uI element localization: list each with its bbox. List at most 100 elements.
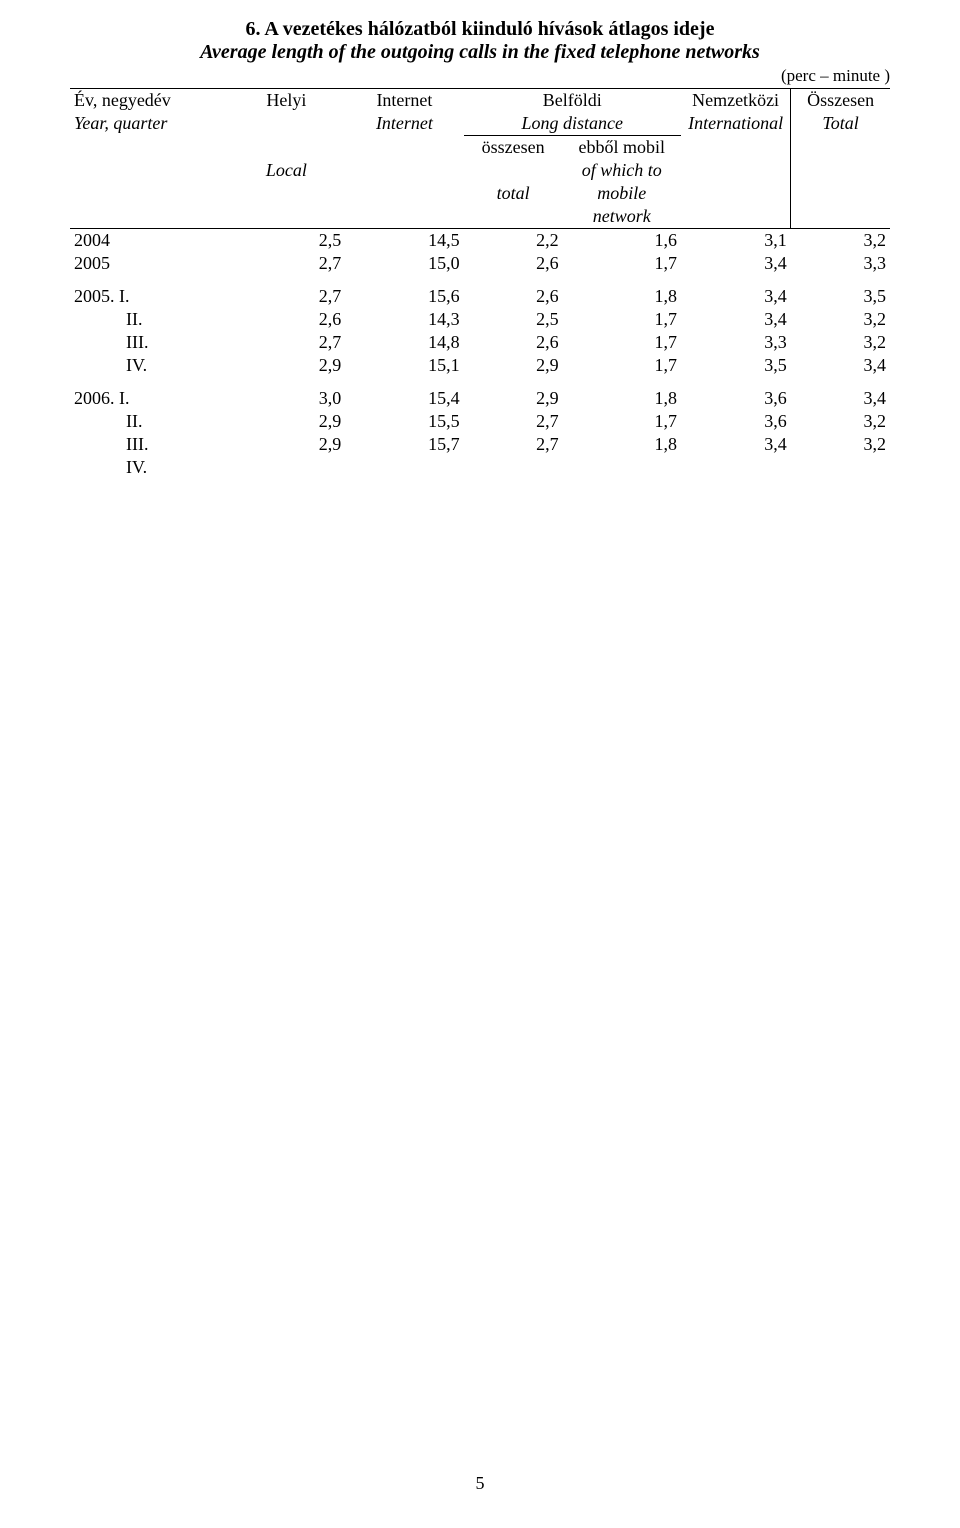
col-header — [464, 159, 563, 182]
table-row: IV. — [70, 456, 890, 479]
cell — [791, 456, 890, 479]
cell: 3,6 — [681, 387, 791, 410]
col-header — [70, 159, 228, 182]
cell: IV. — [70, 456, 228, 479]
cell: 2,9 — [228, 410, 346, 433]
cell: 1,8 — [563, 285, 681, 308]
cell: III. — [70, 433, 228, 456]
cell: 3,5 — [681, 354, 791, 377]
table-title-hu: 6. A vezetékes hálózatból kiinduló hívás… — [70, 18, 890, 41]
cell: 15,0 — [345, 252, 463, 275]
cell: 15,1 — [345, 354, 463, 377]
col-header — [228, 205, 346, 229]
col-header — [681, 182, 791, 205]
col-header — [345, 205, 463, 229]
col-header — [70, 205, 228, 229]
col-header — [791, 182, 890, 205]
col-header: Helyi — [228, 89, 346, 113]
col-header: network — [563, 205, 681, 229]
table-row: III. 2,7 14,8 2,6 1,7 3,3 3,2 — [70, 331, 890, 354]
cell: 2,6 — [464, 252, 563, 275]
col-header: összesen — [464, 136, 563, 160]
cell: 3,3 — [791, 252, 890, 275]
cell: 3,4 — [791, 387, 890, 410]
cell: 3,3 — [681, 331, 791, 354]
cell: 1,7 — [563, 331, 681, 354]
table-row: 2006. I. 3,0 15,4 2,9 1,8 3,6 3,4 — [70, 387, 890, 410]
col-header: total — [464, 182, 563, 205]
cell: 2,6 — [464, 331, 563, 354]
col-header — [464, 205, 563, 229]
table-row: II. 2,9 15,5 2,7 1,7 3,6 3,2 — [70, 410, 890, 433]
col-header — [791, 205, 890, 229]
cell: 15,6 — [345, 285, 463, 308]
cell: II. — [70, 308, 228, 331]
col-header: Internet — [345, 89, 463, 113]
header-row: network — [70, 205, 890, 229]
col-header: International — [681, 112, 791, 136]
cell — [464, 456, 563, 479]
col-header: Nemzetközi — [681, 89, 791, 113]
cell: 1,7 — [563, 410, 681, 433]
col-header — [345, 136, 463, 160]
cell: 3,4 — [681, 252, 791, 275]
cell: II. — [70, 410, 228, 433]
col-header: Total — [791, 112, 890, 136]
col-header — [791, 159, 890, 182]
col-header — [681, 136, 791, 160]
cell: IV. — [70, 354, 228, 377]
header-row: Local of which to — [70, 159, 890, 182]
col-header: Belföldi — [464, 89, 681, 113]
cell: 3,2 — [791, 308, 890, 331]
cell: 1,8 — [563, 433, 681, 456]
col-header: Internet — [345, 112, 463, 136]
header-row: Year, quarter Internet Long distance Int… — [70, 112, 890, 136]
table-row: 2005 2,7 15,0 2,6 1,7 3,4 3,3 — [70, 252, 890, 275]
col-header — [345, 159, 463, 182]
cell: 15,4 — [345, 387, 463, 410]
table-row: II. 2,6 14,3 2,5 1,7 3,4 3,2 — [70, 308, 890, 331]
col-header: Összesen — [791, 89, 890, 113]
cell: 2,7 — [228, 252, 346, 275]
header-row: total mobile — [70, 182, 890, 205]
table-row: 2004 2,5 14,5 2,2 1,6 3,1 3,2 — [70, 229, 890, 253]
cell — [345, 456, 463, 479]
cell: III. — [70, 331, 228, 354]
cell: 3,1 — [681, 229, 791, 253]
cell: 3,2 — [791, 410, 890, 433]
cell: 3,2 — [791, 331, 890, 354]
cell: 2,5 — [464, 308, 563, 331]
cell: 2,9 — [228, 433, 346, 456]
spacer-row — [70, 275, 890, 285]
col-header — [70, 182, 228, 205]
data-table: Év, negyedév Helyi Internet Belföldi Nem… — [70, 88, 890, 479]
cell: 3,4 — [681, 308, 791, 331]
cell: 2,7 — [228, 331, 346, 354]
cell: 2,9 — [464, 354, 563, 377]
cell: 14,8 — [345, 331, 463, 354]
cell: 2,6 — [464, 285, 563, 308]
cell: 1,8 — [563, 387, 681, 410]
col-header: mobile — [563, 182, 681, 205]
header-row: Év, negyedév Helyi Internet Belföldi Nem… — [70, 89, 890, 113]
cell: 3,2 — [791, 433, 890, 456]
cell: 2004 — [70, 229, 228, 253]
col-header — [228, 112, 346, 136]
col-header: of which to — [563, 159, 681, 182]
col-header — [681, 159, 791, 182]
table-row: IV. 2,9 15,1 2,9 1,7 3,5 3,4 — [70, 354, 890, 377]
cell: 14,5 — [345, 229, 463, 253]
cell — [681, 456, 791, 479]
col-header — [228, 136, 346, 160]
col-header: Long distance — [464, 112, 681, 136]
spacer-row — [70, 377, 890, 387]
col-header — [681, 205, 791, 229]
table-row: III. 2,9 15,7 2,7 1,8 3,4 3,2 — [70, 433, 890, 456]
cell: 3,4 — [681, 433, 791, 456]
cell: 1,6 — [563, 229, 681, 253]
cell: 2,9 — [228, 354, 346, 377]
cell: 2006. I. — [70, 387, 228, 410]
cell: 2,9 — [464, 387, 563, 410]
col-header — [228, 182, 346, 205]
cell: 2,7 — [228, 285, 346, 308]
